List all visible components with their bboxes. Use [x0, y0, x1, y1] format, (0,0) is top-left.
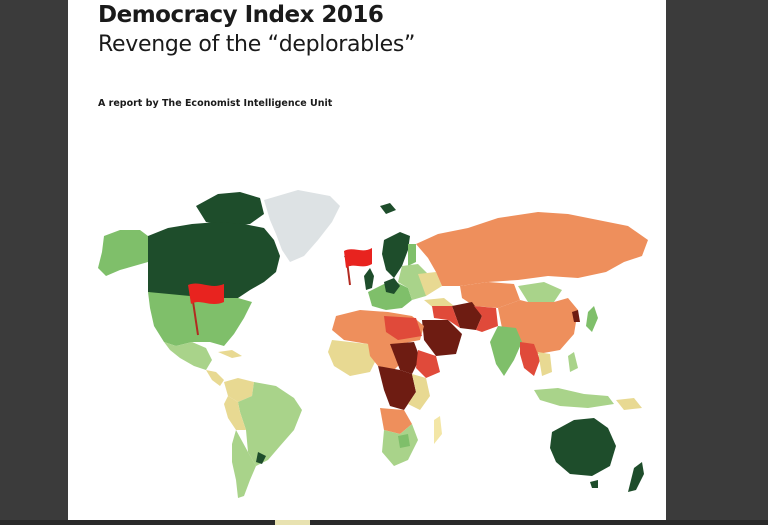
document-title: Democracy Index 2016: [98, 2, 384, 28]
red-flag-icon: [344, 248, 372, 286]
world-democracy-map: [98, 190, 648, 498]
botswana: [398, 434, 410, 448]
mongolia: [518, 282, 562, 302]
central-america: [206, 370, 224, 386]
new-zealand: [628, 462, 644, 492]
greenland: [264, 190, 340, 262]
united-states: [148, 292, 252, 346]
next-page-preview: [275, 520, 310, 525]
ukraine-belarus: [418, 272, 442, 296]
eastern-europe: [398, 264, 428, 300]
western-europe: [368, 282, 412, 310]
japan: [586, 306, 598, 332]
caribbean: [218, 350, 242, 358]
india: [490, 326, 522, 376]
afghanistan-pakistan: [474, 306, 498, 332]
east-africa: [408, 374, 430, 410]
viewer-bottom-bar: [0, 520, 768, 525]
germany: [384, 278, 400, 294]
document-page: Democracy Index 2016 Revenge of the “dep…: [68, 0, 666, 520]
angola-zambia: [380, 408, 412, 434]
argentina-chile: [232, 430, 256, 498]
mexico: [164, 342, 212, 370]
russia: [416, 212, 648, 286]
iraq-syria: [432, 306, 460, 328]
document-subtitle: Revenge of the “deplorables”: [98, 32, 416, 57]
red-flag-icon: [188, 283, 224, 336]
central-asia: [460, 282, 520, 308]
indonesia: [534, 388, 614, 408]
horn-of-africa: [416, 350, 440, 378]
venezuela-colombia: [224, 378, 254, 402]
finland: [408, 244, 416, 266]
philippines: [568, 352, 578, 372]
central-africa: [378, 366, 416, 410]
alaska: [98, 230, 148, 276]
peru-bolivia: [224, 396, 246, 430]
indochina: [538, 352, 552, 376]
scandinavia: [382, 232, 410, 278]
sudan-chad: [390, 342, 420, 374]
north-korea: [572, 310, 580, 322]
madagascar: [434, 416, 442, 444]
report-byline: A report by The Economist Intelligence U…: [98, 98, 333, 109]
brazil: [238, 382, 302, 466]
iran: [452, 302, 482, 330]
australia: [550, 418, 616, 476]
canada-arctic-small: [380, 203, 396, 214]
uruguay: [256, 452, 266, 464]
tasmania: [590, 480, 598, 488]
southeast-asia: [520, 342, 540, 376]
saudi-arabia: [422, 320, 462, 356]
canada: [148, 222, 280, 298]
united-kingdom: [364, 268, 374, 290]
west-africa: [328, 340, 378, 376]
libya-egypt: [384, 316, 422, 340]
canada-arctic-islands: [196, 192, 264, 226]
papua-new-guinea: [616, 398, 642, 410]
